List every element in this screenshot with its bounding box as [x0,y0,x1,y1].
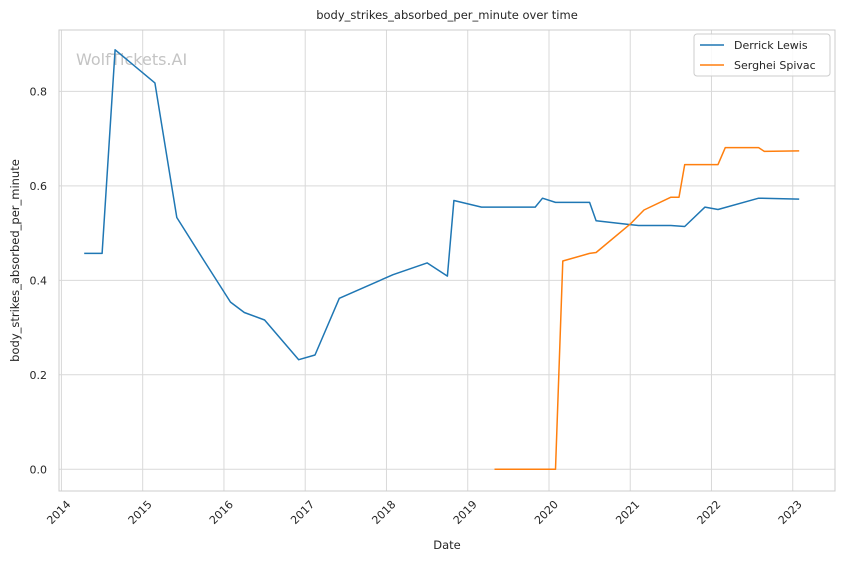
data-point [298,359,299,360]
data-point [447,275,448,276]
y-axis-ticks: 0.0 0.2 0.4 0.6 0.8 [30,85,48,476]
data-point [339,298,340,299]
data-point [764,151,765,152]
data-point [596,220,597,221]
legend-items: Derrick Lewis Serghei Spivac [700,39,816,72]
series-lines [84,49,800,471]
data-point [589,202,590,203]
data-point [638,225,639,226]
data-point [670,225,671,226]
data-point [392,274,393,275]
legend-box [693,33,831,77]
chart-title: body_strikes_absorbed_per_minute over ti… [316,8,578,22]
data-point [264,319,265,320]
data-point [314,354,315,355]
data-point [596,252,597,253]
data-point [535,207,536,208]
data-point [630,224,631,225]
x-tick-label: 2017 [288,498,317,527]
x-tick-label: 2023 [776,498,805,527]
x-tick-label: 2022 [695,498,724,527]
data-point [725,147,726,148]
legend-label: Serghei Spivac [734,59,816,72]
legend-label: Derrick Lewis [734,39,808,52]
data-point [203,259,204,260]
data-point [453,200,454,201]
y-tick-label: 0.0 [30,463,48,476]
data-point [643,209,644,210]
data-point [799,198,800,199]
data-point [481,207,482,208]
grid-lines [59,30,835,491]
data-point [684,226,685,227]
data-point [562,260,563,261]
x-tick-label: 2015 [126,498,155,527]
y-axis-title: body_strikes_absorbed_per_minute [8,159,22,362]
x-tick-label: 2019 [451,498,480,527]
data-point [426,262,427,263]
y-tick-label: 0.8 [30,85,48,98]
y-tick-label: 0.4 [30,274,48,287]
data-point [542,198,543,199]
x-tick-label: 2020 [532,498,561,527]
x-tick-label: 2014 [44,498,73,527]
data-point [758,198,759,199]
series-line-1 [84,49,800,361]
data-point [704,207,705,208]
data-point [711,164,712,165]
data-point [799,150,800,151]
plot-frame [58,29,836,492]
data-point [84,253,85,254]
data-point [758,147,759,148]
data-point [555,469,556,470]
x-axis-title: Date [433,538,461,552]
data-point [244,312,245,313]
data-point [176,217,177,218]
y-tick-label: 0.6 [30,180,48,193]
data-point [494,469,495,470]
data-point [101,253,102,254]
data-point [717,164,718,165]
series-line-2 [494,146,800,471]
data-point [230,301,231,302]
data-point [589,253,590,254]
x-tick-label: 2018 [369,498,398,527]
x-axis-ticks: 2014 2015 2016 2017 2018 2019 2020 2021 2022 2023 [44,498,804,527]
y-tick-label: 0.2 [30,369,48,382]
data-point [678,197,679,198]
data-point [717,209,718,210]
data-point [555,202,556,203]
data-point [114,49,115,50]
x-tick-label: 2016 [207,498,236,527]
data-point [684,164,685,165]
data-point [670,197,671,198]
data-point [154,82,155,83]
watermark: WolfTickets.AI [76,50,187,69]
x-tick-label: 2021 [613,498,642,527]
legend: Derrick Lewis Serghei Spivac [693,33,831,77]
